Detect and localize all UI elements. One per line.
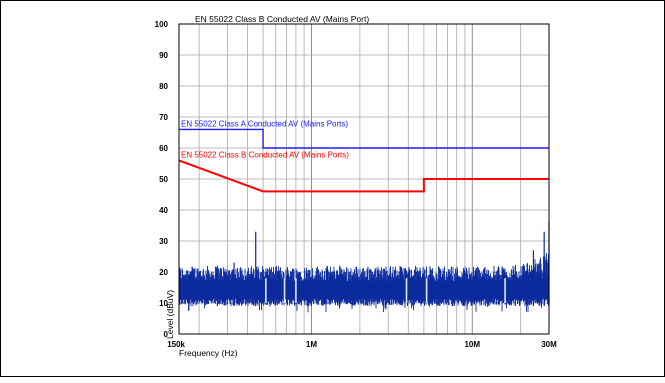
y-tick-label: 90 — [159, 51, 168, 60]
x-tick-label: 150k — [167, 340, 185, 349]
limit-line — [179, 128, 549, 149]
limit-line — [178, 159, 549, 193]
y-tick-label: 70 — [159, 113, 168, 122]
x-axis-label: Frequency (Hz) — [179, 348, 238, 358]
y-tick-label: 20 — [159, 268, 168, 277]
y-tick-label: 60 — [159, 144, 168, 153]
plot-border — [178, 23, 550, 335]
y-tick-label: 80 — [159, 82, 168, 91]
x-tick-label: 30M — [541, 340, 557, 349]
y-tick-label: 0 — [164, 330, 169, 339]
y-axis-label: Level (dBuV) — [165, 290, 175, 339]
limit-lines — [178, 128, 549, 193]
x-tick-label: 10M — [464, 340, 480, 349]
x-tick-label: 1M — [306, 340, 317, 349]
y-tick-label: 100 — [155, 20, 169, 29]
measurement-trace — [178, 222, 550, 313]
series-label: EN 55022 Class B Conducted AV (Mains Por… — [181, 150, 349, 159]
y-tick-label: 10 — [159, 299, 168, 308]
y-tick-label: 50 — [159, 175, 168, 184]
x-tick-labels: 150k 1M 10M 30M — [167, 340, 557, 349]
series-labels: EN 55022 Class A Conducted AV (Mains Por… — [181, 119, 349, 159]
chart-title: EN 55022 Class B Conducted AV (Mains Por… — [195, 14, 369, 24]
series-label: EN 55022 Class A Conducted AV (Mains Por… — [181, 119, 348, 128]
y-tick-labels: 0 10 20 30 40 50 60 70 80 90 100 — [155, 20, 169, 339]
y-tick-label: 30 — [159, 237, 168, 246]
y-tick-label: 40 — [159, 206, 168, 215]
